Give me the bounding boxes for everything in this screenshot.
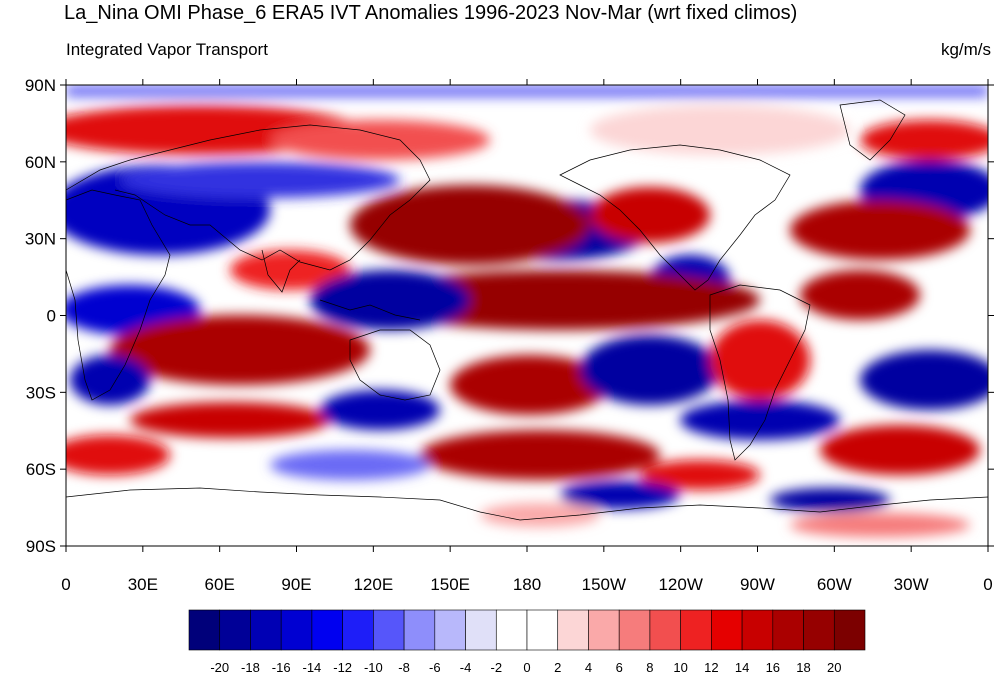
colorbar: -20 -18 -16 -14 -12 -10 -8 -6 -4 -2 0 2 4 6 8 10 12 14 16 1… bbox=[188, 609, 866, 675]
lat-tick-label: 90N bbox=[25, 76, 56, 95]
lon-tick-label: 0 bbox=[983, 575, 992, 594]
lat-tick-label: 0 bbox=[47, 307, 56, 326]
longitude-axis: 0 30E 60E 90E 120E 150E 180 150W 120W 90W 60W 30W 0 bbox=[61, 79, 993, 594]
lat-tick-label: 30N bbox=[25, 230, 56, 249]
lon-tick-label: 120W bbox=[658, 575, 702, 594]
lon-tick-label: 30E bbox=[128, 575, 158, 594]
lon-tick-label: 150W bbox=[582, 575, 626, 594]
colorbar-swatch bbox=[311, 609, 343, 651]
colorbar-label: 2 bbox=[554, 660, 561, 675]
colorbar-label: 6 bbox=[616, 660, 623, 675]
colorbar-swatch bbox=[772, 609, 804, 651]
lon-tick-label: 120E bbox=[353, 575, 393, 594]
latitude-axis: 90N 60N 30N 0 30S 60S 90S bbox=[25, 76, 994, 556]
colorbar-swatch bbox=[188, 609, 221, 651]
colorbar-swatch bbox=[711, 609, 743, 651]
colorbar-label: 20 bbox=[827, 660, 841, 675]
units-label: kg/m/s bbox=[940, 40, 991, 59]
colorbar-swatch bbox=[495, 609, 528, 651]
lon-tick-label: 0 bbox=[61, 575, 70, 594]
colorbar-swatch bbox=[588, 609, 620, 651]
colorbar-swatch bbox=[741, 609, 774, 651]
lon-tick-label: 90E bbox=[281, 575, 311, 594]
colorbar-label: 0 bbox=[523, 660, 530, 675]
lat-tick-label: 90S bbox=[26, 537, 56, 556]
lat-tick-label: 30S bbox=[26, 383, 56, 402]
colorbar-label: -4 bbox=[460, 660, 472, 675]
colorbar-label: -8 bbox=[398, 660, 410, 675]
lon-tick-label: 60E bbox=[205, 575, 235, 594]
colorbar-label: 10 bbox=[673, 660, 687, 675]
colorbar-swatch bbox=[680, 609, 712, 651]
colorbar-label: -18 bbox=[241, 660, 260, 675]
colorbar-label: 18 bbox=[796, 660, 810, 675]
colorbar-swatch bbox=[833, 609, 866, 651]
colorbar-label: 4 bbox=[585, 660, 592, 675]
colorbar-label: -2 bbox=[490, 660, 502, 675]
coastlines bbox=[66, 99, 988, 521]
colorbar-label: 8 bbox=[646, 660, 653, 675]
colorbar-label: -6 bbox=[429, 660, 441, 675]
colorbar-swatch bbox=[280, 609, 313, 651]
colorbar-swatch bbox=[649, 609, 681, 651]
colorbar-label: -12 bbox=[333, 660, 352, 675]
lon-tick-label: 180 bbox=[513, 575, 541, 594]
variable-name: Integrated Vapor Transport bbox=[66, 40, 268, 59]
lon-tick-label: 90W bbox=[740, 575, 775, 594]
colorbar-label: 16 bbox=[766, 660, 780, 675]
colorbar-label: -10 bbox=[364, 660, 383, 675]
lon-tick-label: 150E bbox=[430, 575, 470, 594]
colorbar-swatch bbox=[219, 609, 251, 651]
lon-tick-label: 30W bbox=[894, 575, 929, 594]
colorbar-label: 12 bbox=[704, 660, 718, 675]
colorbar-swatch bbox=[403, 609, 436, 651]
colorbar-swatch bbox=[526, 609, 559, 651]
colorbar-swatch bbox=[342, 609, 374, 651]
colorbar-swatch bbox=[618, 609, 651, 651]
lat-tick-label: 60N bbox=[25, 153, 56, 172]
colorbar-label: -14 bbox=[303, 660, 322, 675]
colorbar-swatch bbox=[373, 609, 405, 651]
colorbar-swatch bbox=[803, 609, 835, 651]
lon-tick-label: 60W bbox=[817, 575, 852, 594]
colorbar-label: -16 bbox=[272, 660, 291, 675]
lat-tick-label: 60S bbox=[26, 460, 56, 479]
colorbar-swatch bbox=[250, 609, 282, 651]
map-title: La_Nina OMI Phase_6 ERA5 IVT Anomalies 1… bbox=[64, 2, 798, 24]
colorbar-label: -20 bbox=[210, 660, 229, 675]
colorbar-swatch bbox=[434, 609, 466, 651]
colorbar-swatch bbox=[557, 609, 589, 651]
colorbar-swatch bbox=[465, 609, 497, 651]
colorbar-label: 14 bbox=[735, 660, 749, 675]
anomaly-field bbox=[66, 85, 988, 546]
